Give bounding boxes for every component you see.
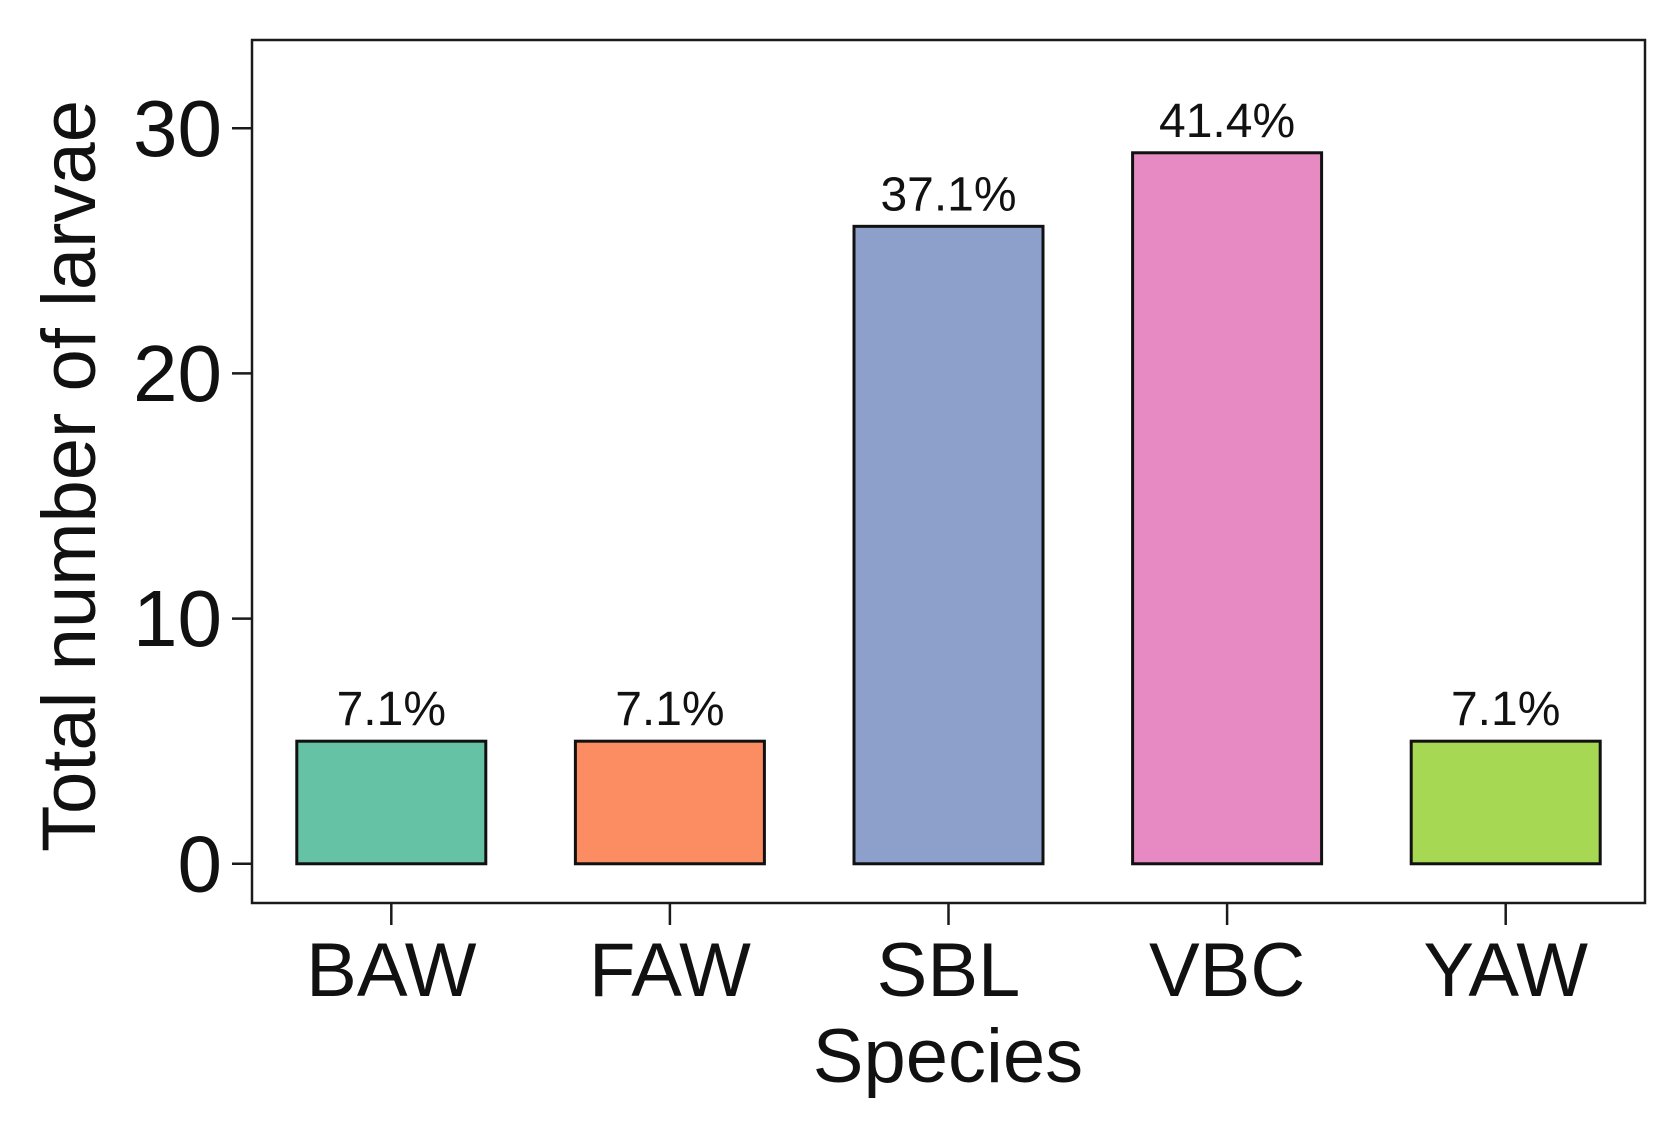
bar-sbl — [852, 224, 1045, 866]
bar-faw — [573, 739, 766, 866]
bars: 7.1% 7.1% 37.1% 41.4% 7.1% — [295, 95, 1602, 866]
x-tick-label-faw: FAW — [589, 928, 751, 1013]
y-tick-label: 0 — [178, 819, 223, 908]
x-tick-label-vbc: VBC — [1149, 928, 1305, 1013]
x-tick-label-sbl: SBL — [877, 928, 1021, 1013]
x-tick-label-yaw: YAW — [1423, 928, 1588, 1013]
y-axis-title: Total number of larvae — [27, 100, 112, 852]
bar-vbc — [1131, 151, 1324, 866]
x-tick-label-baw: BAW — [306, 928, 477, 1013]
y-tick-label: 10 — [133, 574, 222, 663]
data-label-yaw: 7.1% — [1451, 683, 1560, 736]
x-axis: BAW FAW SBL VBC YAW — [306, 903, 1588, 1013]
y-axis: 0 10 20 30 — [133, 84, 252, 908]
bar-yaw — [1409, 739, 1602, 866]
y-tick-label: 20 — [133, 329, 222, 418]
bar-baw — [295, 739, 488, 866]
data-label-baw: 7.1% — [337, 683, 446, 736]
data-label-faw: 7.1% — [615, 683, 724, 736]
data-label-vbc: 41.4% — [1159, 95, 1295, 148]
data-label-sbl: 37.1% — [880, 168, 1016, 221]
y-tick-label: 30 — [133, 84, 222, 173]
x-axis-title: Species — [813, 1014, 1083, 1099]
